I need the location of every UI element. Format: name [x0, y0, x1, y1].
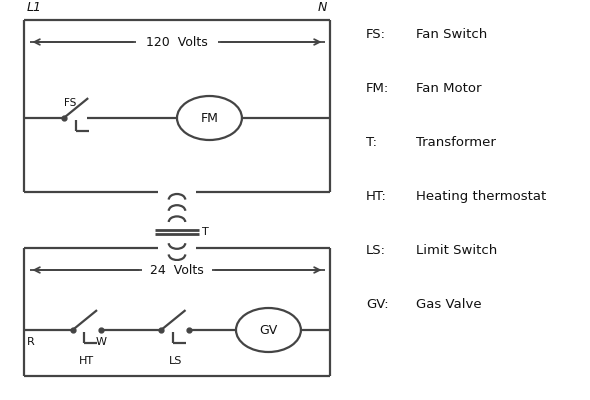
- Text: Heating thermostat: Heating thermostat: [416, 190, 546, 203]
- Text: GV: GV: [260, 324, 277, 336]
- Text: GV:: GV:: [366, 298, 388, 311]
- Text: R: R: [27, 337, 34, 347]
- Text: T:: T:: [366, 136, 377, 149]
- Text: T: T: [202, 226, 208, 236]
- Text: FS:: FS:: [366, 28, 386, 41]
- Text: Gas Valve: Gas Valve: [416, 298, 481, 311]
- Text: W: W: [96, 337, 106, 347]
- Text: N: N: [318, 1, 327, 14]
- Text: Transformer: Transformer: [416, 136, 496, 149]
- Text: 24  Volts: 24 Volts: [150, 264, 204, 276]
- Text: FS: FS: [64, 98, 76, 108]
- Text: L1: L1: [27, 1, 41, 14]
- Text: Limit Switch: Limit Switch: [416, 244, 497, 257]
- Text: LS:: LS:: [366, 244, 386, 257]
- Text: FM: FM: [201, 112, 218, 124]
- Text: HT: HT: [79, 356, 94, 366]
- Text: 120  Volts: 120 Volts: [146, 36, 208, 48]
- Text: Fan Motor: Fan Motor: [416, 82, 481, 95]
- Text: LS: LS: [169, 356, 182, 366]
- Text: FM:: FM:: [366, 82, 389, 95]
- Text: HT:: HT:: [366, 190, 386, 203]
- Text: Fan Switch: Fan Switch: [416, 28, 487, 41]
